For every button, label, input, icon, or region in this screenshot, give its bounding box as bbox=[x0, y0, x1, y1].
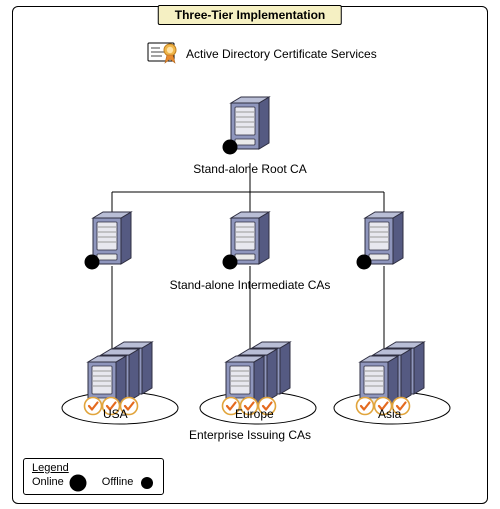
root-label: Stand-alone Root CA bbox=[193, 162, 306, 176]
intermediate-status-offline-icon bbox=[85, 255, 100, 270]
legend-online-label: Online bbox=[32, 476, 64, 489]
region-asia: Asia bbox=[378, 407, 401, 421]
intermediate-server-icon bbox=[93, 212, 131, 264]
offline-icon bbox=[141, 477, 153, 489]
intermediate-status-offline-icon bbox=[357, 255, 372, 270]
intermediate-server-icon bbox=[365, 212, 403, 264]
online-icon bbox=[70, 476, 84, 490]
intermediate-status-offline-icon bbox=[223, 255, 238, 270]
issuing-status-online-icon bbox=[357, 398, 374, 415]
legend-title: Legend bbox=[32, 462, 155, 475]
intermediate-server-icon bbox=[231, 212, 269, 264]
diagram-frame: Three-Tier Implementation bbox=[12, 6, 488, 504]
region-europe: Europe bbox=[235, 407, 274, 421]
issuing-label: Enterprise Issuing CAs bbox=[189, 428, 311, 442]
certificate-icon bbox=[148, 43, 176, 63]
adcs-label: Active Directory Certificate Services bbox=[186, 47, 377, 61]
root-server-icon bbox=[231, 97, 269, 149]
legend-offline-label: Offline bbox=[102, 476, 134, 489]
region-usa: USA bbox=[103, 407, 128, 421]
legend-box: Legend Online Offline bbox=[23, 458, 164, 495]
root-status-offline-icon bbox=[223, 140, 238, 155]
issuing-status-online-icon bbox=[85, 398, 102, 415]
intermediate-label: Stand-alone Intermediate CAs bbox=[170, 278, 331, 292]
